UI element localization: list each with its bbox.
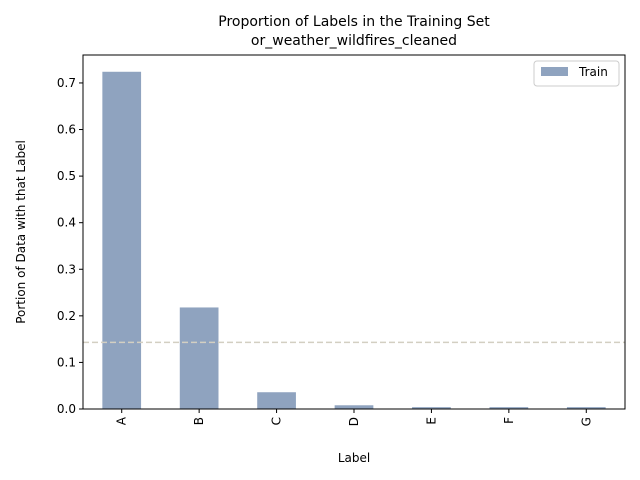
bar-f xyxy=(489,407,529,409)
bar-e xyxy=(412,407,451,409)
plot-frame xyxy=(82,54,626,410)
y-axis-ticks: 0.0 0.1 0.2 0.3 0.4 0.5 0.6 0.7 xyxy=(57,76,83,416)
legend: Train xyxy=(533,60,620,87)
x-tick-label-e: E xyxy=(424,417,438,425)
bar-b xyxy=(179,307,219,409)
bars-group xyxy=(102,71,606,409)
x-tick-label-d: D xyxy=(347,417,361,426)
x-axis-ticks: A B C D E F G xyxy=(115,409,593,426)
legend-swatch xyxy=(541,67,568,76)
y-tick-label: 0.5 xyxy=(57,169,76,183)
y-tick-label: 0.1 xyxy=(57,355,76,369)
x-tick-label-f: F xyxy=(502,417,516,424)
y-tick-label: 0.6 xyxy=(57,123,76,137)
chart-title: Proportion of Labels in the Training Set xyxy=(218,14,490,30)
x-tick-label-g: G xyxy=(579,417,593,426)
chart-subtitle: or_weather_wildfires_cleaned xyxy=(251,33,457,49)
y-tick-label: 0.4 xyxy=(57,216,76,230)
y-tick-label: 0.7 xyxy=(57,76,76,90)
y-tick-label: 0.3 xyxy=(57,262,76,276)
bar-c xyxy=(257,392,296,409)
legend-label-train: Train xyxy=(578,65,608,79)
bar-d xyxy=(334,405,374,409)
x-tick-label-b: B xyxy=(192,417,206,425)
bar-g xyxy=(566,407,606,409)
x-axis-label: Label xyxy=(338,451,370,465)
y-tick-label: 0.0 xyxy=(57,402,76,416)
x-tick-label-c: C xyxy=(270,417,284,425)
x-tick-label-a: A xyxy=(115,416,129,425)
y-axis-label: Portion of Data with that Label xyxy=(14,140,28,324)
y-tick-label: 0.2 xyxy=(57,309,76,323)
bar-a xyxy=(102,71,142,409)
